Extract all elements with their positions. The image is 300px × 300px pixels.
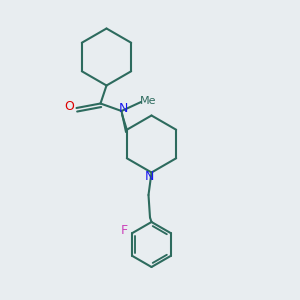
- Text: N: N: [119, 102, 129, 115]
- Text: N: N: [144, 170, 154, 184]
- Text: F: F: [121, 224, 128, 237]
- Text: O: O: [64, 100, 74, 113]
- Text: Me: Me: [140, 95, 157, 106]
